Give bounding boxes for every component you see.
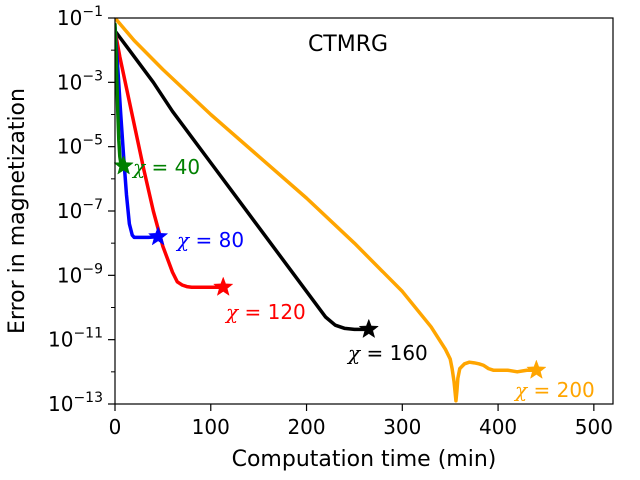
y-axis-title: Error in magnetization <box>5 88 30 334</box>
chart-title: CTMRG <box>308 32 388 57</box>
series-line <box>115 29 225 289</box>
end-marker-star <box>113 155 134 175</box>
series-label: χ = 80 <box>175 228 244 252</box>
label-layer: χ = 40 χ = 80 χ = 120 χ = 160 χ = 200 <box>131 155 595 402</box>
y-tick-label: 10−7 <box>57 197 103 223</box>
x-tick-label: 500 <box>575 415 613 439</box>
end-marker-star <box>213 276 234 296</box>
series-label: χ = 160 <box>346 341 428 365</box>
axes-layer: 0 100 200 300 400 500 10−1 10−3 10−5 10−7 10−9 10−1… <box>48 4 613 439</box>
series-label: χ = 40 <box>131 155 200 179</box>
series-line <box>115 18 539 403</box>
series-layer <box>113 18 547 403</box>
x-axis-title: Computation time (min) <box>232 447 497 472</box>
end-marker-star <box>526 359 547 379</box>
end-marker-star <box>358 318 379 339</box>
x-tick-label: 100 <box>192 415 230 439</box>
y-tick-label: 10−11 <box>48 326 103 352</box>
x-tick-label: 0 <box>109 415 122 439</box>
y-tick-label: 10−3 <box>57 68 103 94</box>
y-tick-label: 10−5 <box>57 133 103 159</box>
y-tick-label: 10−1 <box>57 4 103 30</box>
end-marker-star <box>147 226 169 246</box>
series-line <box>115 29 371 332</box>
x-tick-label: 200 <box>287 415 325 439</box>
x-tick-label: 400 <box>479 415 517 439</box>
y-tick-label: 10−13 <box>48 390 103 416</box>
y-tick-label: 10−9 <box>57 261 103 287</box>
series-label: χ = 200 <box>513 378 595 402</box>
series-label: χ = 120 <box>224 300 306 324</box>
x-tick-label: 300 <box>383 415 421 439</box>
series-line <box>115 25 160 240</box>
